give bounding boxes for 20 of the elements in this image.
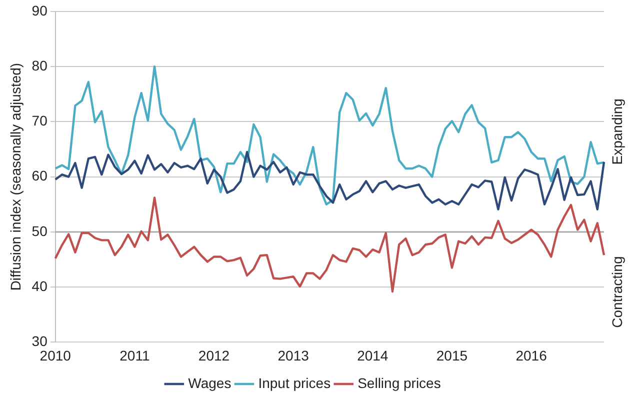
- x-tick-label: 2013: [278, 347, 310, 364]
- text: Expanding: [608, 98, 625, 165]
- x-tick-label: 2012: [198, 347, 230, 364]
- y-tick-label: 90: [32, 2, 48, 18]
- y-axis-title: Diffusion index (seasonally adjusted): [7, 62, 24, 291]
- x-tick-label: 2010: [40, 347, 72, 364]
- x-tick-label: 2016: [516, 347, 548, 364]
- y-tick-label: 80: [32, 57, 48, 74]
- y-tick-label: 70: [32, 112, 48, 129]
- legend-label: Input prices: [258, 374, 331, 391]
- x-tick-label: 2015: [436, 347, 468, 364]
- legend-label: Selling prices: [358, 374, 441, 391]
- x-tick-label: 2014: [357, 347, 388, 364]
- text: Contracting: [608, 256, 625, 328]
- y-tick-label: 30: [32, 333, 48, 350]
- y-tick-label: 60: [32, 168, 48, 184]
- x-tick-label: 2011: [120, 347, 150, 364]
- legend-label: Wages: [188, 374, 232, 391]
- y-tick-label: 50: [32, 222, 48, 239]
- y-tick-label: 40: [32, 278, 48, 294]
